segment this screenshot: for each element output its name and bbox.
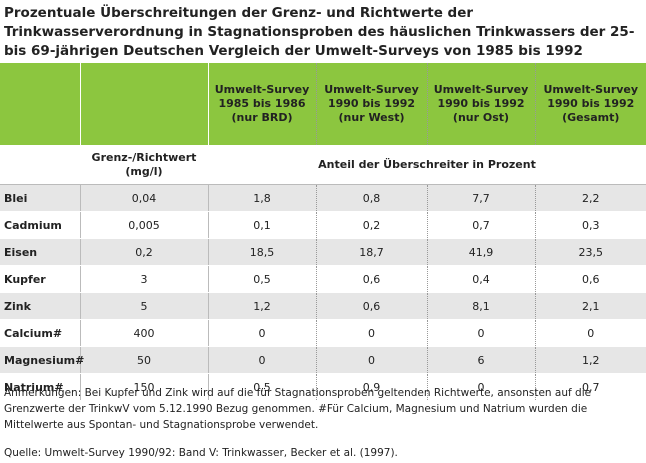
cell: 0,7 — [534, 373, 646, 401]
cell: 0,2 — [79, 238, 208, 266]
cell: 5 — [79, 292, 208, 320]
cell: 1,2 — [207, 292, 316, 320]
cell: 400 — [79, 319, 208, 347]
cell: 8,1 — [426, 292, 535, 320]
cell: 0,8 — [315, 184, 427, 212]
table-body: Blei 0,04 1,8 0,8 7,7 2,2 Cadmium 0,005 0,1 0,2 0,… — [0, 184, 646, 401]
header-row: Umwelt-Survey 1985 bis 1986 (nur BRD) Um… — [0, 62, 646, 145]
cell: 0,04 — [79, 184, 208, 212]
table-row: Cadmium 0,005 0,1 0,2 0,7 0,3 — [0, 211, 646, 239]
cell: 3 — [79, 265, 208, 293]
cell: 0 — [315, 319, 427, 347]
header-cell: Umwelt-Survey 1990 bis 1992 (nur West) — [315, 62, 427, 145]
table-row: Eisen 0,2 18,5 18,7 41,9 23,5 — [0, 238, 646, 266]
cell: 2,1 — [534, 292, 646, 320]
cell: 18,7 — [315, 238, 427, 266]
cell: 7,7 — [426, 184, 535, 212]
row-label: Eisen — [0, 238, 80, 266]
cell: 1,2 — [534, 346, 646, 374]
header-cell: Umwelt-Survey 1990 bis 1992 (Gesamt) — [534, 62, 646, 145]
cell: 0,1 — [207, 211, 316, 239]
cell: 0,005 — [79, 211, 208, 239]
cell: 2,2 — [534, 184, 646, 212]
cell: 0,7 — [426, 211, 535, 239]
subheader-cell: Anteil der Überschreiter in Prozent — [208, 145, 646, 185]
cell: 150 — [79, 373, 208, 401]
cell: 0,9 — [315, 373, 427, 401]
title: Prozentuale Überschreitungen der Grenz- … — [4, 5, 635, 59]
table-row: Calcium# 400 0 0 0 0 — [0, 319, 646, 347]
table: Umwelt-Survey 1985 bis 1986 (nur BRD) Um… — [0, 62, 646, 401]
table-row: Magnesium# 50 0 0 6 1,2 — [0, 346, 646, 374]
cell: 0,5 — [207, 373, 316, 401]
cell: 0,5 — [207, 265, 316, 293]
table-row: Natrium# 150 0,5 0,9 0 0,7 — [0, 373, 646, 401]
header-cell — [0, 62, 80, 145]
header-cell: Umwelt-Survey 1990 bis 1992 (nur Ost) — [426, 62, 535, 145]
cell: 41,9 — [426, 238, 535, 266]
table-row: Blei 0,04 1,8 0,8 7,7 2,2 — [0, 184, 646, 212]
cell: 0 — [207, 346, 316, 374]
cell: 0 — [207, 319, 316, 347]
cell: 0,3 — [534, 211, 646, 239]
row-label: Blei — [0, 184, 80, 212]
cell: 23,5 — [534, 238, 646, 266]
row-label: Kupfer — [0, 265, 80, 293]
row-label: Calcium# — [0, 319, 80, 347]
subheader-cell — [0, 145, 80, 185]
row-label: Cadmium — [0, 211, 80, 239]
cell: 0,4 — [426, 265, 535, 293]
cell: 0 — [426, 319, 535, 347]
subheader-row: Grenz-/Richtwert (mg/l) Anteil der Übers… — [0, 145, 646, 185]
cell: 0,2 — [315, 211, 427, 239]
subheader-cell: Grenz-/Richtwert (mg/l) — [80, 145, 208, 185]
source: Quelle: Umwelt-Survey 1990/92: Band V: T… — [4, 447, 398, 459]
table-row: Zink 5 1,2 0,6 8,1 2,1 — [0, 292, 646, 320]
cell: 1,8 — [207, 184, 316, 212]
cell: 6 — [426, 346, 535, 374]
header-cell — [79, 62, 208, 145]
cell: 0 — [315, 346, 427, 374]
cell: 0 — [534, 319, 646, 347]
cell: 0 — [426, 373, 535, 401]
row-label: Magnesium# — [0, 346, 84, 374]
header-cell: Umwelt-Survey 1985 bis 1986 (nur BRD) — [207, 62, 316, 145]
row-label: Zink — [0, 292, 80, 320]
row-label: Natrium# — [0, 373, 80, 401]
cell: 0,6 — [315, 292, 427, 320]
cell: 50 — [79, 346, 208, 374]
cell: 18,5 — [207, 238, 316, 266]
cell: 0,6 — [534, 265, 646, 293]
note: Anmerkungen: Bei Kupfer und Zink wird au… — [4, 387, 592, 431]
cell: 0,6 — [315, 265, 427, 293]
table-row: Kupfer 3 0,5 0,6 0,4 0,6 — [0, 265, 646, 293]
